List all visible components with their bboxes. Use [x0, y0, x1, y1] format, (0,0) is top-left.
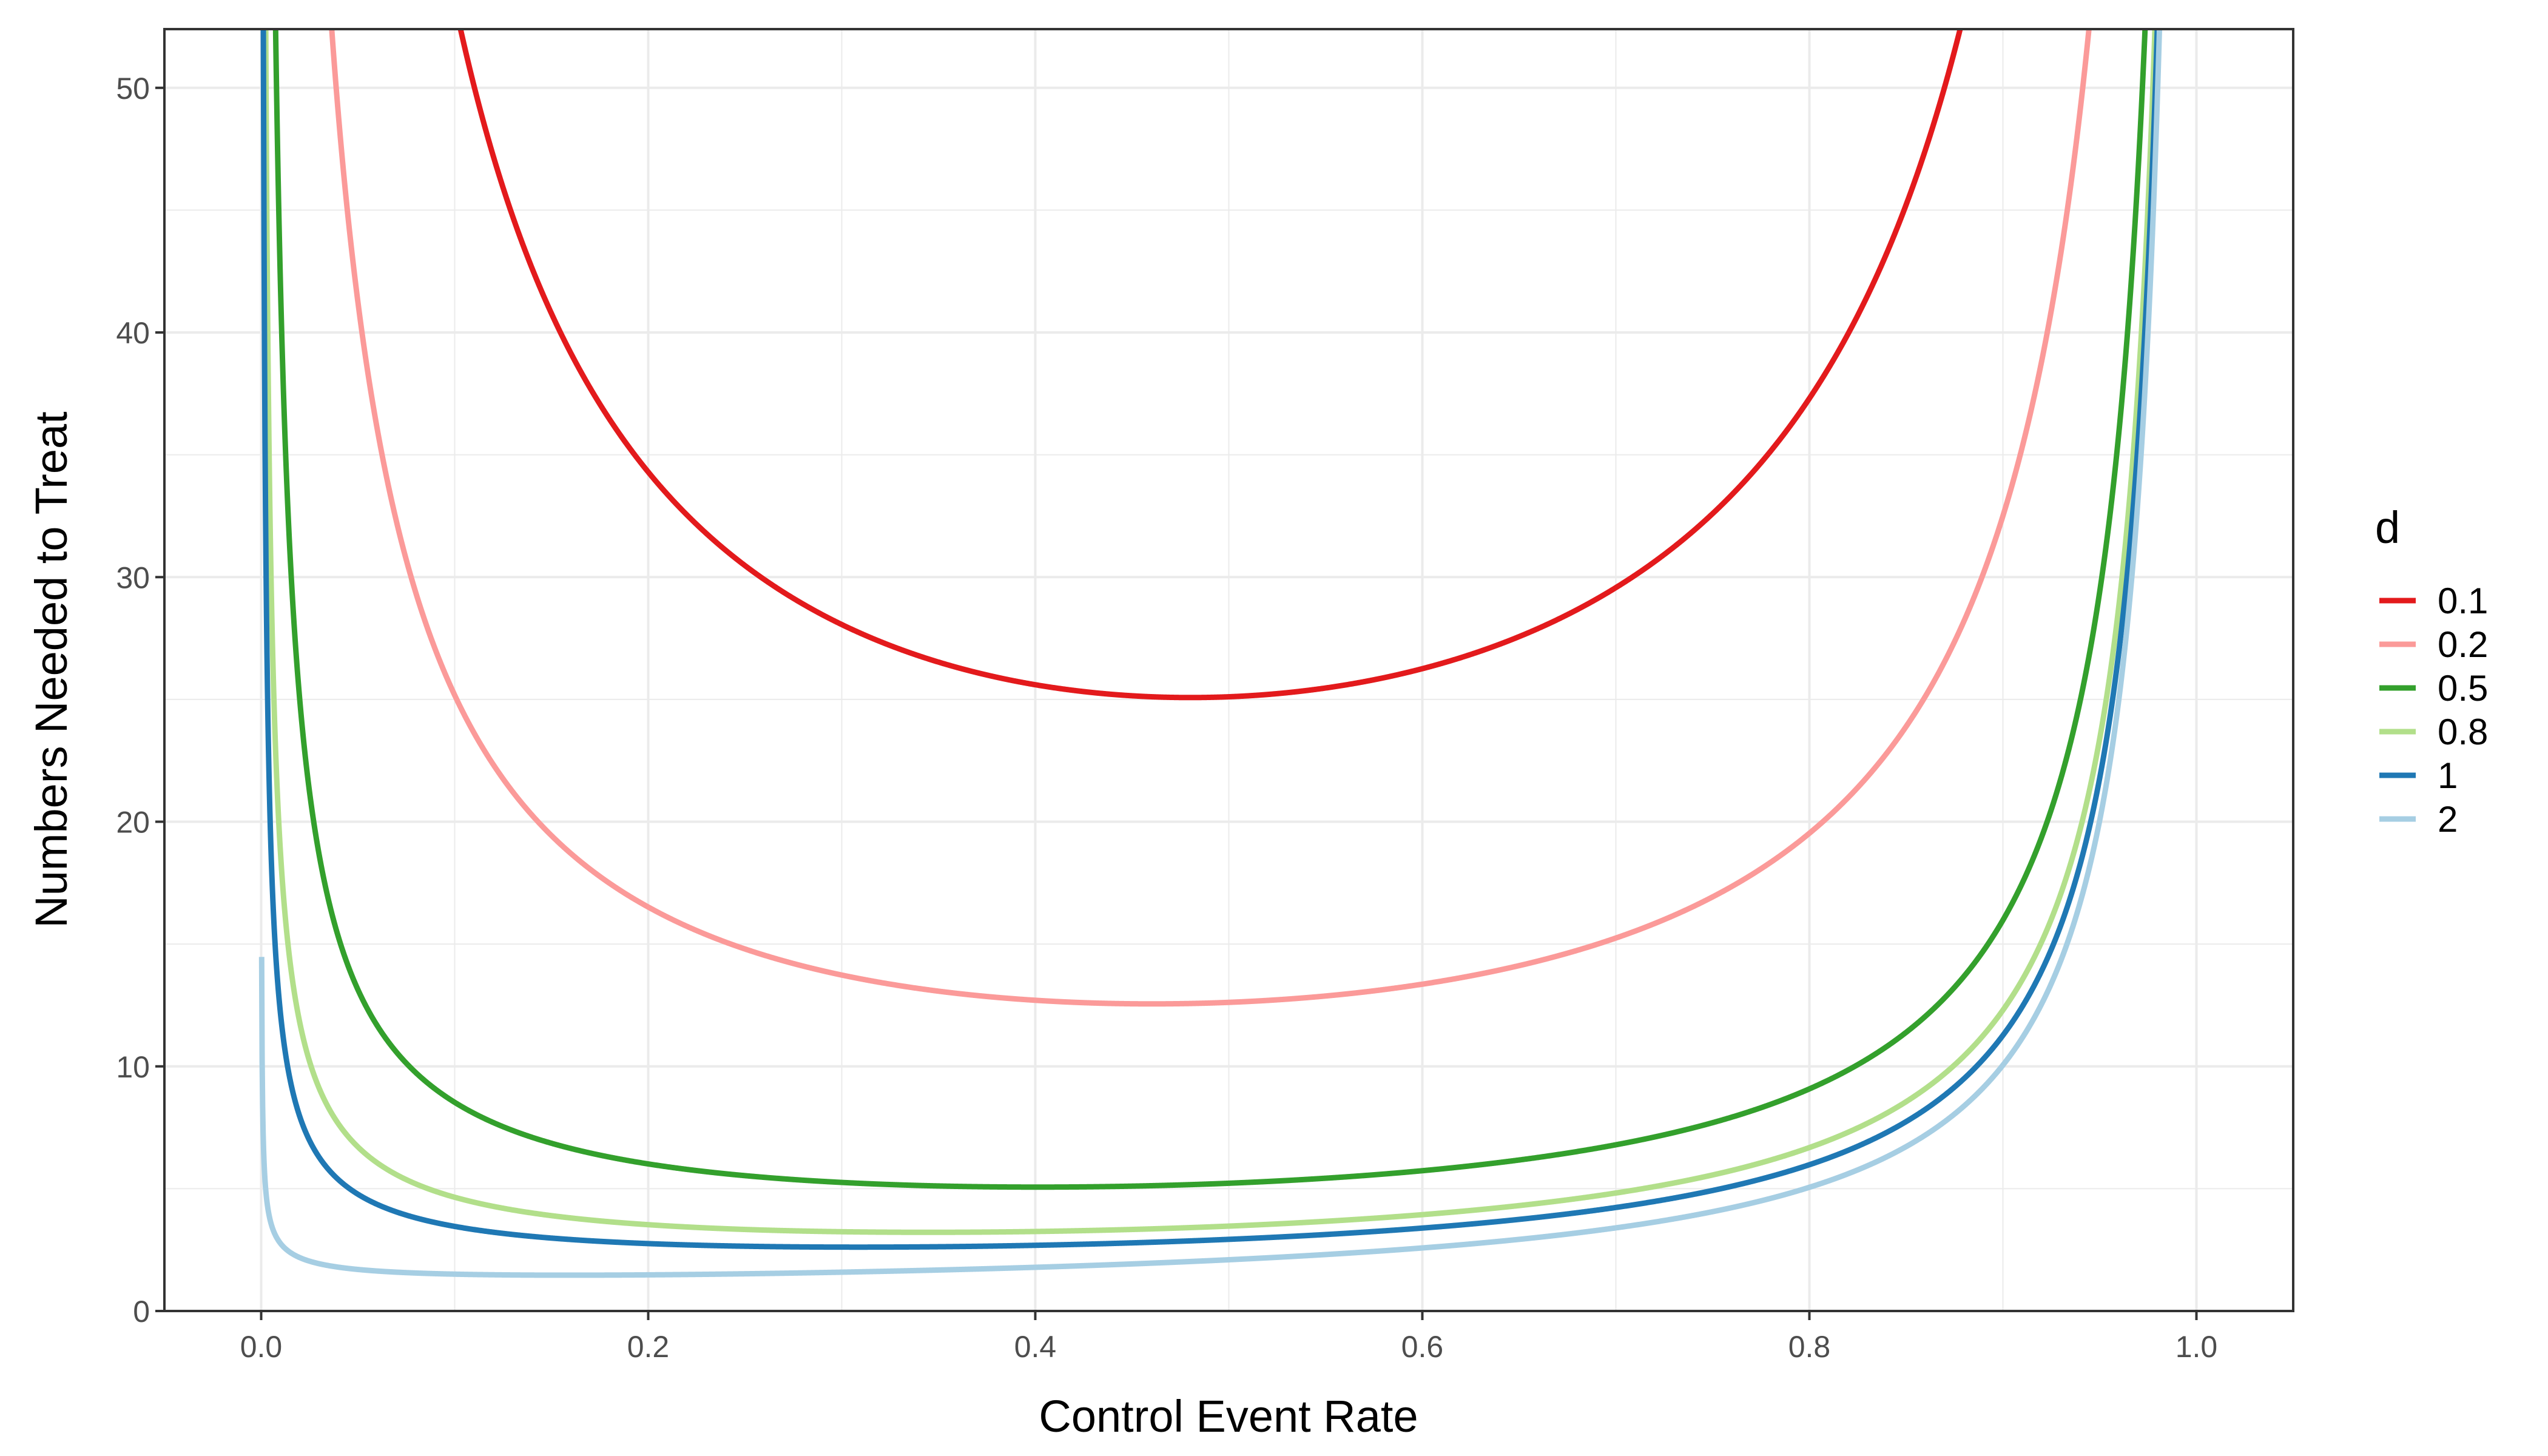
legend-label-5: 1	[2438, 755, 2458, 796]
legend-label-6: 2	[2438, 799, 2458, 840]
legend-title: d	[2375, 502, 2400, 553]
x-tick-label: 0.6	[1401, 1330, 1444, 1364]
x-tick-label: 0.4	[1014, 1330, 1057, 1364]
series-line-6	[258, 29, 2163, 1278]
series-lines	[258, 29, 2163, 1278]
legend-label-2: 0.2	[2438, 624, 2488, 665]
legend-label-1: 0.1	[2438, 581, 2488, 621]
series-line-2	[329, 29, 2092, 1007]
y-axis-title: Numbers Needed to Treat	[26, 411, 76, 928]
y-tick-label: 50	[116, 72, 150, 106]
legend-label-3: 0.5	[2438, 668, 2488, 709]
x-axis-tick-labels: 0.0 0.2 0.4 0.6 0.8 1.0	[240, 1330, 2218, 1364]
legend-label-4: 0.8	[2438, 712, 2488, 752]
x-tick-label: 0.0	[240, 1330, 283, 1364]
y-tick-label: 40	[116, 316, 150, 350]
x-tick-label: 1.0	[2176, 1330, 2218, 1364]
y-tick-label: 0	[133, 1295, 150, 1329]
x-axis-title: Control Event Rate	[1039, 1391, 1418, 1441]
series-line-4	[263, 29, 2158, 1235]
plot-panel-border	[163, 28, 2294, 1312]
legend: d 0.10.20.50.812	[2375, 502, 2488, 840]
y-axis-tick-labels: 0 10 20 30 40 50	[116, 72, 150, 1329]
series-line-1	[457, 29, 1963, 701]
axis-ticks	[155, 86, 2198, 1320]
y-tick-label: 10	[116, 1050, 150, 1084]
y-tick-label: 30	[116, 561, 150, 595]
x-tick-label: 0.2	[627, 1330, 670, 1364]
series-line-3	[272, 29, 2148, 1190]
x-tick-label: 0.8	[1788, 1330, 1831, 1364]
series-line-5	[260, 29, 2160, 1250]
y-tick-label: 20	[116, 806, 150, 840]
